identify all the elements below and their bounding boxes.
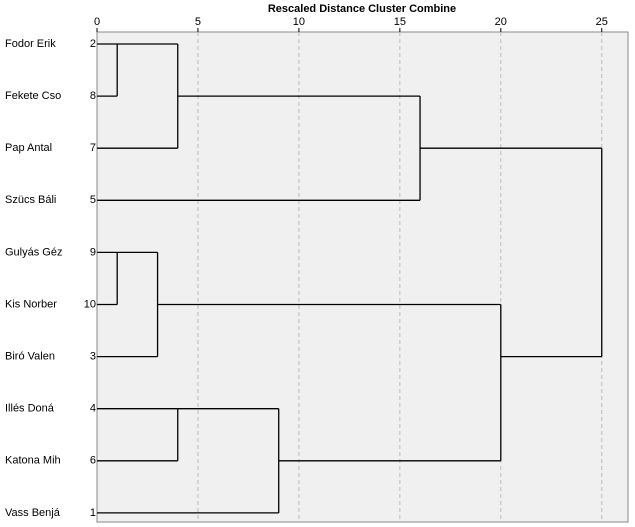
case-number: 4 (90, 403, 96, 415)
case-number: 10 (84, 298, 96, 310)
x-tick-label: 5 (195, 16, 201, 28)
case-number: 1 (90, 507, 96, 519)
x-tick-label: 0 (94, 16, 100, 28)
case-number: 2 (90, 38, 96, 50)
leaf-label: Biró Valen (5, 351, 55, 363)
leaf-label: Illés Doná (5, 403, 55, 415)
leaf-label: Katona Mih (5, 455, 61, 467)
leaf-label: Gulyás Géz (5, 246, 62, 258)
x-tick-label: 15 (394, 16, 406, 28)
case-number: 7 (90, 142, 96, 154)
case-number: 8 (90, 90, 96, 102)
leaf-label: Fekete Cso (5, 90, 61, 102)
case-number: 5 (90, 194, 96, 206)
chart-title: Rescaled Distance Cluster Combine (268, 3, 456, 15)
case-number: 6 (90, 455, 96, 467)
plot-area (96, 31, 629, 523)
x-tick-label: 20 (495, 16, 507, 28)
case-number: 9 (90, 246, 96, 258)
leaf-label: Fodor Erik (5, 38, 56, 50)
leaf-label: Vass Benjá (5, 507, 61, 519)
leaf-label: Pap Antal (5, 142, 52, 154)
leaf-label: Kis Norber (5, 298, 57, 310)
x-tick-label: 10 (293, 16, 305, 28)
x-tick-label: 25 (596, 16, 608, 28)
leaf-label: Szücs Báli (5, 194, 56, 206)
case-number: 3 (90, 351, 96, 363)
